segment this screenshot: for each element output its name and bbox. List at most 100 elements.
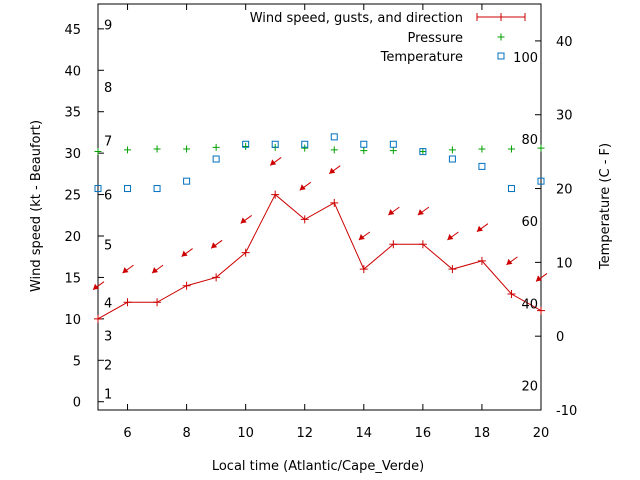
pressure-point [419,147,427,155]
temperature-point [389,140,397,148]
y-left-tick-label: 30 [64,147,81,162]
temperature-point [242,140,250,148]
legend-marker-temperature [497,52,505,60]
temperature-point [183,177,191,185]
temperature-point [448,155,456,163]
pressure-point [360,147,368,155]
x-tick-label: 18 [474,426,491,441]
wind-speed-point [123,298,132,307]
temperature-point [507,185,515,193]
legend: Wind speed, gusts, and direction Pressur… [250,11,526,65]
pressure-point [94,147,102,155]
beaufort-label: 5 [104,238,112,253]
legend-label-wind: Wind speed, gusts, and direction [250,11,463,26]
temperature-point [330,133,338,141]
y-left-tick-label: 25 [64,189,81,204]
wind-speed-point [182,281,191,290]
wind-direction-arrow [299,181,312,191]
temperature-point [360,140,368,148]
beaufort-label: 4 [104,296,112,311]
legend-marker-wind-ticks [476,13,526,21]
beaufort-label: 7 [104,135,112,150]
wind-direction-arrow [240,215,252,224]
axes-layer [97,3,542,411]
y-left-tick-label: 10 [64,313,81,328]
pressure-point [242,143,250,151]
wind-direction-arrow [506,256,518,266]
data-layer [92,133,548,323]
wind-direction-arrow [476,223,489,233]
y-right-tick-label: 20 [556,183,573,198]
x-tick-label: 10 [237,426,254,441]
y-left-tick-label: 45 [64,23,81,38]
x-tick-label: 20 [533,426,550,441]
wind-speed-point [212,273,221,282]
pressure-point [124,146,132,154]
y-axis-right-label: Temperature (C - F) [598,143,613,270]
fahrenheit-label: 20 [521,380,538,395]
wind-speed-point [94,314,102,323]
wind-speed-point [537,306,545,315]
wind-direction-arrow [388,206,400,216]
y-axis-left-label: Wind speed (kt - Beaufort) [29,120,44,292]
y-left-tick-label: 5 [73,354,81,369]
wind-speed-point [448,265,457,274]
wind-speed-point [330,198,339,207]
wind-direction-arrow [447,231,459,241]
y-right-tick-label: 40 [556,35,573,50]
pressure-point [507,145,515,153]
temperature-point [94,185,102,193]
pressure-point [478,145,486,153]
wind-direction-arrow [210,239,223,249]
pressure-point [301,144,309,152]
beaufort-label: 9 [104,19,112,34]
wind-direction-arrow [269,157,282,166]
y-right-tick-label: -10 [556,404,577,419]
x-tick-label: 16 [415,426,432,441]
legend-label-pressure: Pressure [407,31,463,46]
plot-frame [97,3,542,411]
y-left-tick-label: 35 [64,106,81,121]
wind-speed-line [97,193,542,320]
wind-speed-point [359,265,368,274]
wind-direction-arrow [92,281,105,291]
wind-speed-point [271,190,280,199]
beaufort-label: 8 [104,81,112,96]
temperature-point [537,177,545,185]
y-left-tick-label: 40 [64,64,81,79]
pressure-point [212,143,220,151]
y-right-tick-label: 30 [556,109,573,124]
y-left-tick-label: 20 [64,230,81,245]
temperature-point [478,162,486,170]
temperature-point [301,140,309,148]
x-tick-label: 8 [182,426,190,441]
x-tick-label: 6 [123,426,131,441]
wind-direction-arrow [358,231,371,241]
y-right-tick-label: 10 [556,256,573,271]
wind-speed-point [507,290,516,298]
wind-direction-arrow [328,165,341,175]
temperature-point [212,155,220,163]
x-tick-label: 14 [356,426,373,441]
wind-direction-arrow [417,206,430,216]
pressure-point [389,147,397,155]
pressure-point [330,146,338,154]
pressure-point [183,145,191,153]
y-left-tick-label: 15 [64,271,81,286]
temperature-point [153,185,161,193]
label-layer: 6 8 10 12 14 16 18 20051015202530354045-1001020… [64,19,577,441]
temperature-point [124,185,132,193]
wind-speed-point [300,215,309,224]
pressure-point [448,146,456,154]
wind-speed-point [389,240,398,249]
pressure-point [537,144,545,152]
fahrenheit-label: 60 [521,215,538,230]
beaufort-label: 2 [104,358,112,373]
temperature-point [271,140,279,148]
pressure-point [153,145,161,153]
beaufort-label: 6 [104,189,112,204]
wind-speed-point [418,240,427,249]
wind-direction-arrow [181,248,193,257]
wind-speed-point [241,248,250,257]
